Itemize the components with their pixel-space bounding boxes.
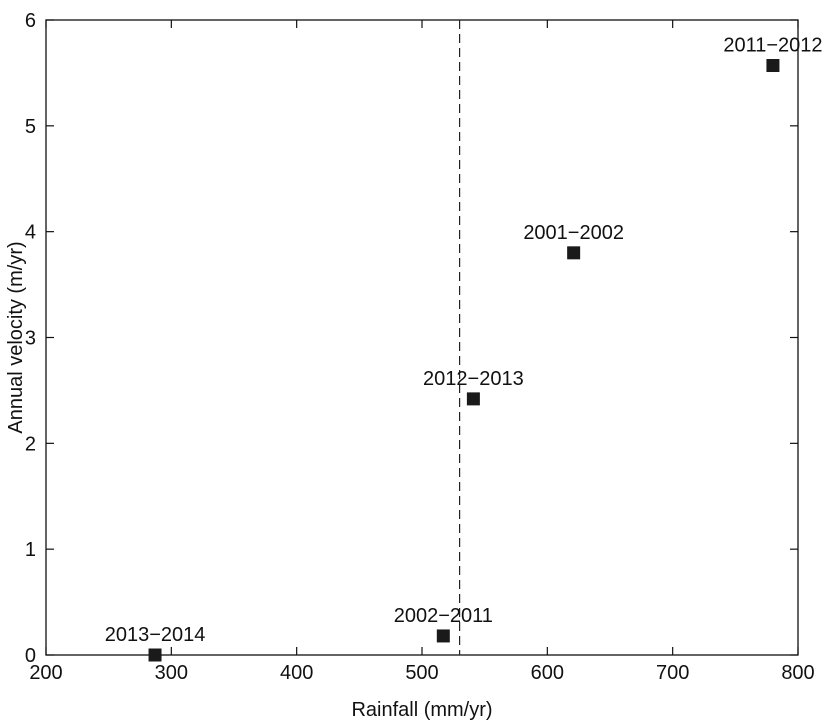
y-tick-label: 3	[25, 328, 36, 350]
y-axis: 0 1 2 3 4 5 6	[25, 10, 798, 667]
y-tick-label: 4	[25, 222, 36, 244]
x-axis: 200 300 400 500 600 700 800	[29, 20, 815, 684]
x-tick-label: 200	[29, 662, 62, 684]
y-tick-label: 0	[25, 645, 36, 667]
data-point-label: 2011−2012	[723, 35, 822, 57]
data-point-marker	[567, 246, 581, 260]
data-point-label: 2012−2013	[423, 368, 524, 390]
data-point-label: 2001−2002	[523, 222, 624, 244]
data-point-marker	[766, 59, 780, 73]
x-tick-label: 800	[781, 662, 814, 684]
y-tick-label: 2	[25, 433, 36, 455]
x-tick-label: 500	[405, 662, 438, 684]
x-tick-label: 400	[280, 662, 313, 684]
data-point-marker	[436, 629, 450, 643]
x-axis-title: Rainfall (mm/yr)	[351, 699, 492, 721]
x-tick-label: 300	[155, 662, 188, 684]
data-point-label: 2013−2014	[105, 624, 206, 646]
data-point-label: 2002−2011	[394, 605, 493, 627]
y-axis-title: Annual velocity (m/yr)	[5, 241, 27, 433]
y-tick-label: 1	[25, 539, 36, 561]
data-points: 2013−2014 2002−2011 2012−2013 2001−2002 2011…	[105, 35, 823, 662]
data-point-marker	[466, 392, 480, 406]
x-tick-label: 700	[656, 662, 689, 684]
data-point-marker	[148, 648, 162, 662]
y-tick-label: 6	[25, 10, 36, 32]
y-tick-label: 5	[25, 116, 36, 138]
plot-area	[45, 19, 799, 656]
x-tick-label: 600	[531, 662, 564, 684]
